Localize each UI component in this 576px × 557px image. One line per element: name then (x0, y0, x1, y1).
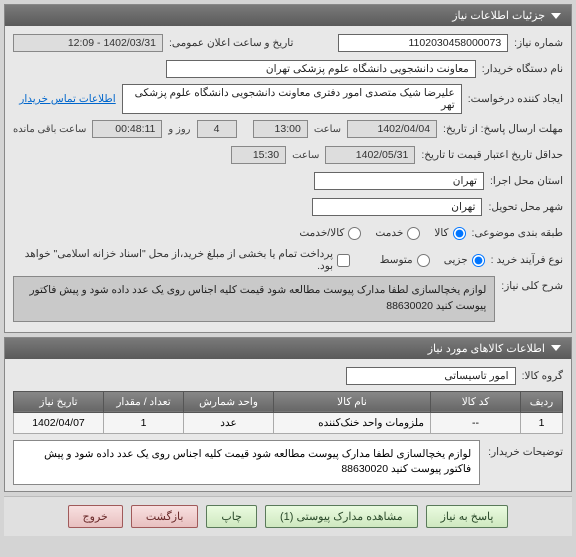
pay-note: پرداخت تمام یا بخشی از مبلغ خرید،از محل … (13, 248, 333, 272)
category-label: طبقه بندی موضوعی: (472, 227, 563, 239)
th-code: کد کالا (431, 391, 521, 412)
cell-unit: عدد (184, 412, 274, 433)
need-details-panel: جزئیات اطلاعات نیاز شماره نیاز: 11020304… (4, 4, 572, 333)
th-row: ردیف (521, 391, 563, 412)
city-exec-value: تهران (314, 172, 484, 190)
goods-body: گروه کالا: امور تاسیساتی ردیف کد کالا نا… (5, 359, 571, 492)
time-word-2: ساعت (292, 150, 319, 161)
deadline-label: مهلت ارسال پاسخ: از تاریخ: (443, 123, 563, 135)
button-bar: پاسخ به نیاز مشاهده مدارک پیوستی (1) چاپ… (4, 496, 572, 536)
days-word: روز و (168, 124, 190, 135)
days-value: 4 (197, 120, 237, 138)
treasury-checkbox[interactable]: پرداخت تمام یا بخشی از مبلغ خرید،از محل … (13, 248, 350, 272)
announce-value: 1402/03/31 - 12:09 (13, 34, 163, 52)
validity-label: حداقل تاریخ اعتبار قیمت تا تاریخ: (421, 149, 563, 161)
city-deliver-label: شهر محل تحویل: (488, 201, 563, 213)
need-desc-label: شرح کلی نیاز: (501, 276, 563, 322)
goods-table: ردیف کد کالا نام کالا واحد شمارش تعداد /… (13, 391, 563, 434)
need-no-label: شماره نیاز: (514, 37, 563, 49)
deadline-from-date: 1402/04/04 (347, 120, 437, 138)
remain-label: ساعت باقی مانده (13, 124, 86, 135)
print-button[interactable]: چاپ (206, 505, 257, 528)
remain-time: 00:48:11 (92, 120, 162, 138)
cell-qty: 1 (104, 412, 184, 433)
cell-code: -- (431, 412, 521, 433)
process-radio-group: جزیی متوسط (380, 254, 485, 267)
cat-service-radio[interactable]: خدمت (375, 227, 420, 240)
panel-title: جزئیات اطلاعات نیاز (452, 9, 545, 22)
proc-minor-radio[interactable]: جزیی (444, 254, 485, 267)
proc-medium-radio[interactable]: متوسط (380, 254, 430, 267)
goods-header[interactable]: اطلاعات کالاهای مورد نیاز (5, 338, 571, 359)
goods-panel-title: اطلاعات کالاهای مورد نیاز (428, 342, 545, 355)
buyer-notes-value: لوازم یخچالسازی لطفا مدارک پیوست مطالعه … (13, 440, 480, 486)
respond-button[interactable]: پاسخ به نیاز (426, 505, 509, 528)
th-name: نام کالا (274, 391, 431, 412)
validity-date: 1402/05/31 (325, 146, 415, 164)
back-button[interactable]: بازگشت (131, 505, 199, 528)
cell-date: 1402/04/07 (14, 412, 104, 433)
process-label: نوع فرآیند خرید : (491, 254, 563, 266)
th-date: تاریخ نیاز (14, 391, 104, 412)
buyer-org-label: نام دستگاه خریدار: (482, 63, 563, 75)
deadline-from-time: 13:00 (253, 120, 308, 138)
goods-group-value: امور تاسیساتی (346, 367, 516, 385)
need-details-body: شماره نیاز: 1102030458000073 تاریخ و ساع… (5, 26, 571, 332)
cat-both-radio[interactable]: کالا/خدمت (299, 227, 361, 240)
need-details-header[interactable]: جزئیات اطلاعات نیاز (5, 5, 571, 26)
table-header-row: ردیف کد کالا نام کالا واحد شمارش تعداد /… (14, 391, 563, 412)
time-word-1: ساعت (314, 124, 341, 135)
goods-group-label: گروه کالا: (522, 370, 563, 382)
exit-button[interactable]: خروج (68, 505, 123, 528)
cat-goods-radio[interactable]: کالا (434, 227, 465, 240)
goods-panel: اطلاعات کالاهای مورد نیاز گروه کالا: امو… (4, 337, 572, 493)
th-qty: تعداد / مقدار (104, 391, 184, 412)
need-desc-value: لوازم یخچالسازی لطفا مدارک پیوست مطالعه … (13, 276, 495, 322)
category-radio-group: کالا خدمت کالا/خدمت (299, 227, 465, 240)
buyer-org-value: معاونت دانشجویی دانشگاه علوم پزشکی تهران (166, 60, 476, 78)
city-exec-label: استان محل اجرا: (490, 175, 563, 187)
city-deliver-value: تهران (312, 198, 482, 216)
announce-label: تاریخ و ساعت اعلان عمومی: (169, 37, 293, 49)
contact-link[interactable]: اطلاعات تماس خریدار (19, 93, 115, 105)
creator-label: ایجاد کننده درخواست: (468, 93, 563, 105)
need-no-value: 1102030458000073 (338, 34, 508, 52)
cell-row: 1 (521, 412, 563, 433)
cell-name: ملزومات واحد خنک‌کننده (274, 412, 431, 433)
creator-value: علیرضا شیک متصدی امور دفتری معاونت دانشج… (122, 84, 462, 114)
attachments-button[interactable]: مشاهده مدارک پیوستی (1) (265, 505, 418, 528)
buyer-notes-row: توضیحات خریدار: لوازم یخچالسازی لطفا مدا… (13, 440, 563, 486)
table-row[interactable]: 1 -- ملزومات واحد خنک‌کننده عدد 1 1402/0… (14, 412, 563, 433)
buyer-notes-label: توضیحات خریدار: (488, 440, 563, 486)
chevron-down-icon (551, 13, 561, 19)
th-unit: واحد شمارش (184, 391, 274, 412)
validity-time: 15:30 (231, 146, 286, 164)
chevron-down-icon (551, 345, 561, 351)
